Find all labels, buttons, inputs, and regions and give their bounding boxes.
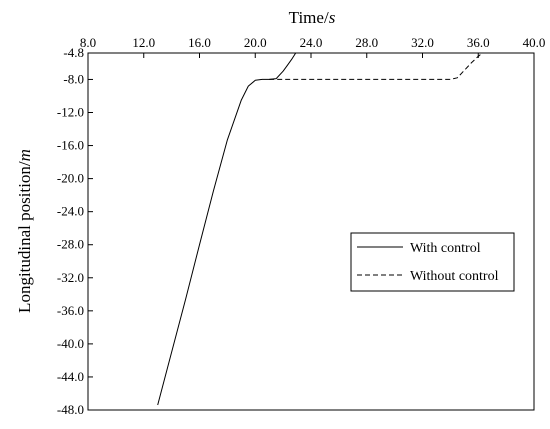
x-tick-label: 40.0 [523, 35, 546, 50]
x-axis-title-unit: s [329, 8, 336, 27]
y-tick-label: -24.0 [57, 204, 84, 219]
y-tick-label: -16.0 [57, 138, 84, 153]
y-tick-label: -28.0 [57, 237, 84, 252]
x-axis-title-text: Time/ [289, 8, 329, 27]
legend-label-with-control: With control [410, 241, 481, 256]
y-axis-title-unit: m [15, 149, 34, 161]
legend-label-without-control: Without control [410, 269, 499, 284]
x-axis-title: Time/s [289, 8, 336, 27]
y-tick-label: -4.8 [63, 45, 84, 60]
x-tick-label: 32.0 [411, 35, 434, 50]
x-tick-label: 28.0 [355, 35, 378, 50]
series-layer [157, 52, 483, 406]
x-axis-ticks: 8.0 12.0 16.0 20.0 24.0 28.0 32.0 36.0 40.0 [80, 35, 546, 58]
x-tick-label: 16.0 [188, 35, 211, 50]
y-tick-label: -44.0 [57, 369, 84, 384]
legend: With control Without control [350, 232, 515, 292]
x-tick-label: 24.0 [300, 35, 323, 50]
legend-box [350, 232, 515, 292]
y-tick-label: -12.0 [57, 105, 84, 120]
y-axis-ticks: -4.8 -8.0 -12.0 -16.0 -20.0 -24.0 -28.0 -32.0 -3… [57, 45, 93, 417]
y-axis-title-text: Longitudinal position/ [15, 161, 34, 313]
x-tick-label: 20.0 [244, 35, 267, 50]
y-tick-label: -8.0 [63, 71, 84, 86]
x-tick-label: 36.0 [467, 35, 490, 50]
y-tick-label: -32.0 [57, 270, 84, 285]
series-line-with-control [157, 52, 297, 406]
y-tick-label: -36.0 [57, 303, 84, 318]
plot-frame [87, 52, 535, 411]
y-tick-label: -48.0 [57, 402, 84, 417]
series-line-without-control [269, 52, 483, 80]
x-tick-label: 12.0 [132, 35, 155, 50]
y-axis-title: Longitudinal position/m [15, 149, 34, 313]
y-tick-label: -40.0 [57, 336, 84, 351]
y-tick-label: -20.0 [57, 171, 84, 186]
x-tick-label: 8.0 [80, 35, 96, 50]
